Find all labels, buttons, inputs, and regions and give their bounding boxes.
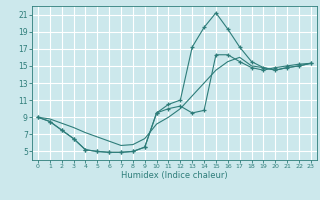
X-axis label: Humidex (Indice chaleur): Humidex (Indice chaleur) [121,171,228,180]
